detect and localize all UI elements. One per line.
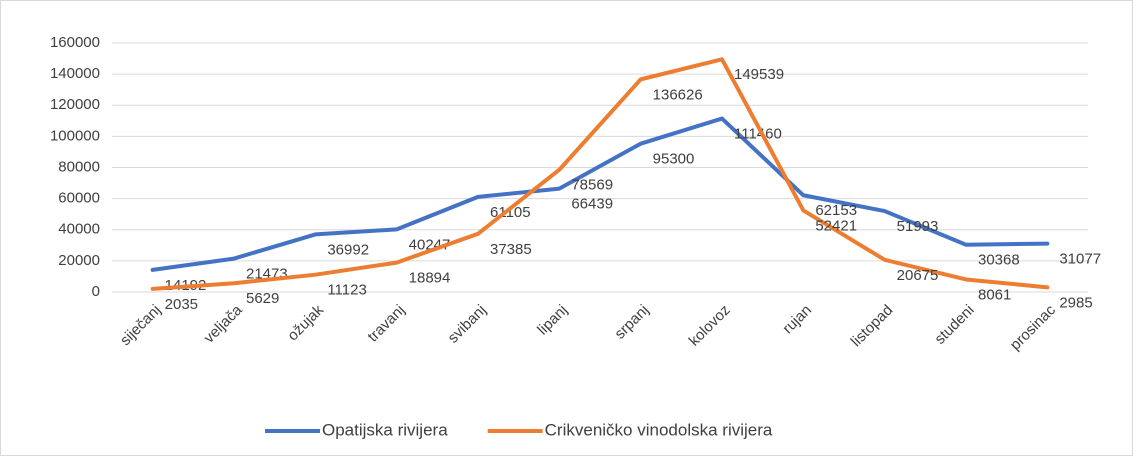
- series-line: [150, 57, 1050, 291]
- data-label: 18894: [409, 270, 451, 287]
- data-label: 95300: [653, 151, 695, 168]
- y-tick-label: 120000: [50, 96, 100, 113]
- y-tick-label: 0: [92, 283, 100, 300]
- data-label: 111460: [734, 126, 782, 143]
- data-label: 52421: [815, 217, 857, 234]
- data-label: 136626: [653, 86, 703, 103]
- y-tick-label: 100000: [50, 127, 100, 144]
- data-label: 51993: [897, 218, 939, 235]
- data-label: 66439: [571, 196, 613, 213]
- data-label: 78569: [571, 177, 613, 194]
- data-label: 5629: [246, 290, 279, 307]
- y-tick-label: 140000: [50, 65, 100, 82]
- legend-label: Opatijska rivijera: [322, 420, 448, 439]
- series-line: [150, 116, 1050, 272]
- data-label: 31077: [1059, 251, 1101, 268]
- y-tick-label: 40000: [58, 221, 100, 238]
- data-label: 2035: [165, 296, 198, 313]
- y-tick-label: 20000: [58, 252, 100, 269]
- data-label: 30368: [978, 252, 1020, 269]
- data-label: 11123: [327, 282, 367, 299]
- y-tick-label: 160000: [50, 34, 100, 51]
- data-label: 20675: [897, 267, 939, 284]
- y-tick-label: 80000: [58, 158, 100, 175]
- legend-label: Crikveničko vinodolska rivijera: [545, 420, 773, 439]
- y-tick-label: 60000: [58, 190, 100, 207]
- data-label: 36992: [327, 241, 369, 258]
- data-label: 62153: [815, 202, 857, 219]
- data-label: 2985: [1059, 294, 1092, 311]
- data-label: 37385: [490, 241, 532, 258]
- data-label: 8061: [978, 286, 1011, 303]
- data-label: 149539: [734, 66, 784, 83]
